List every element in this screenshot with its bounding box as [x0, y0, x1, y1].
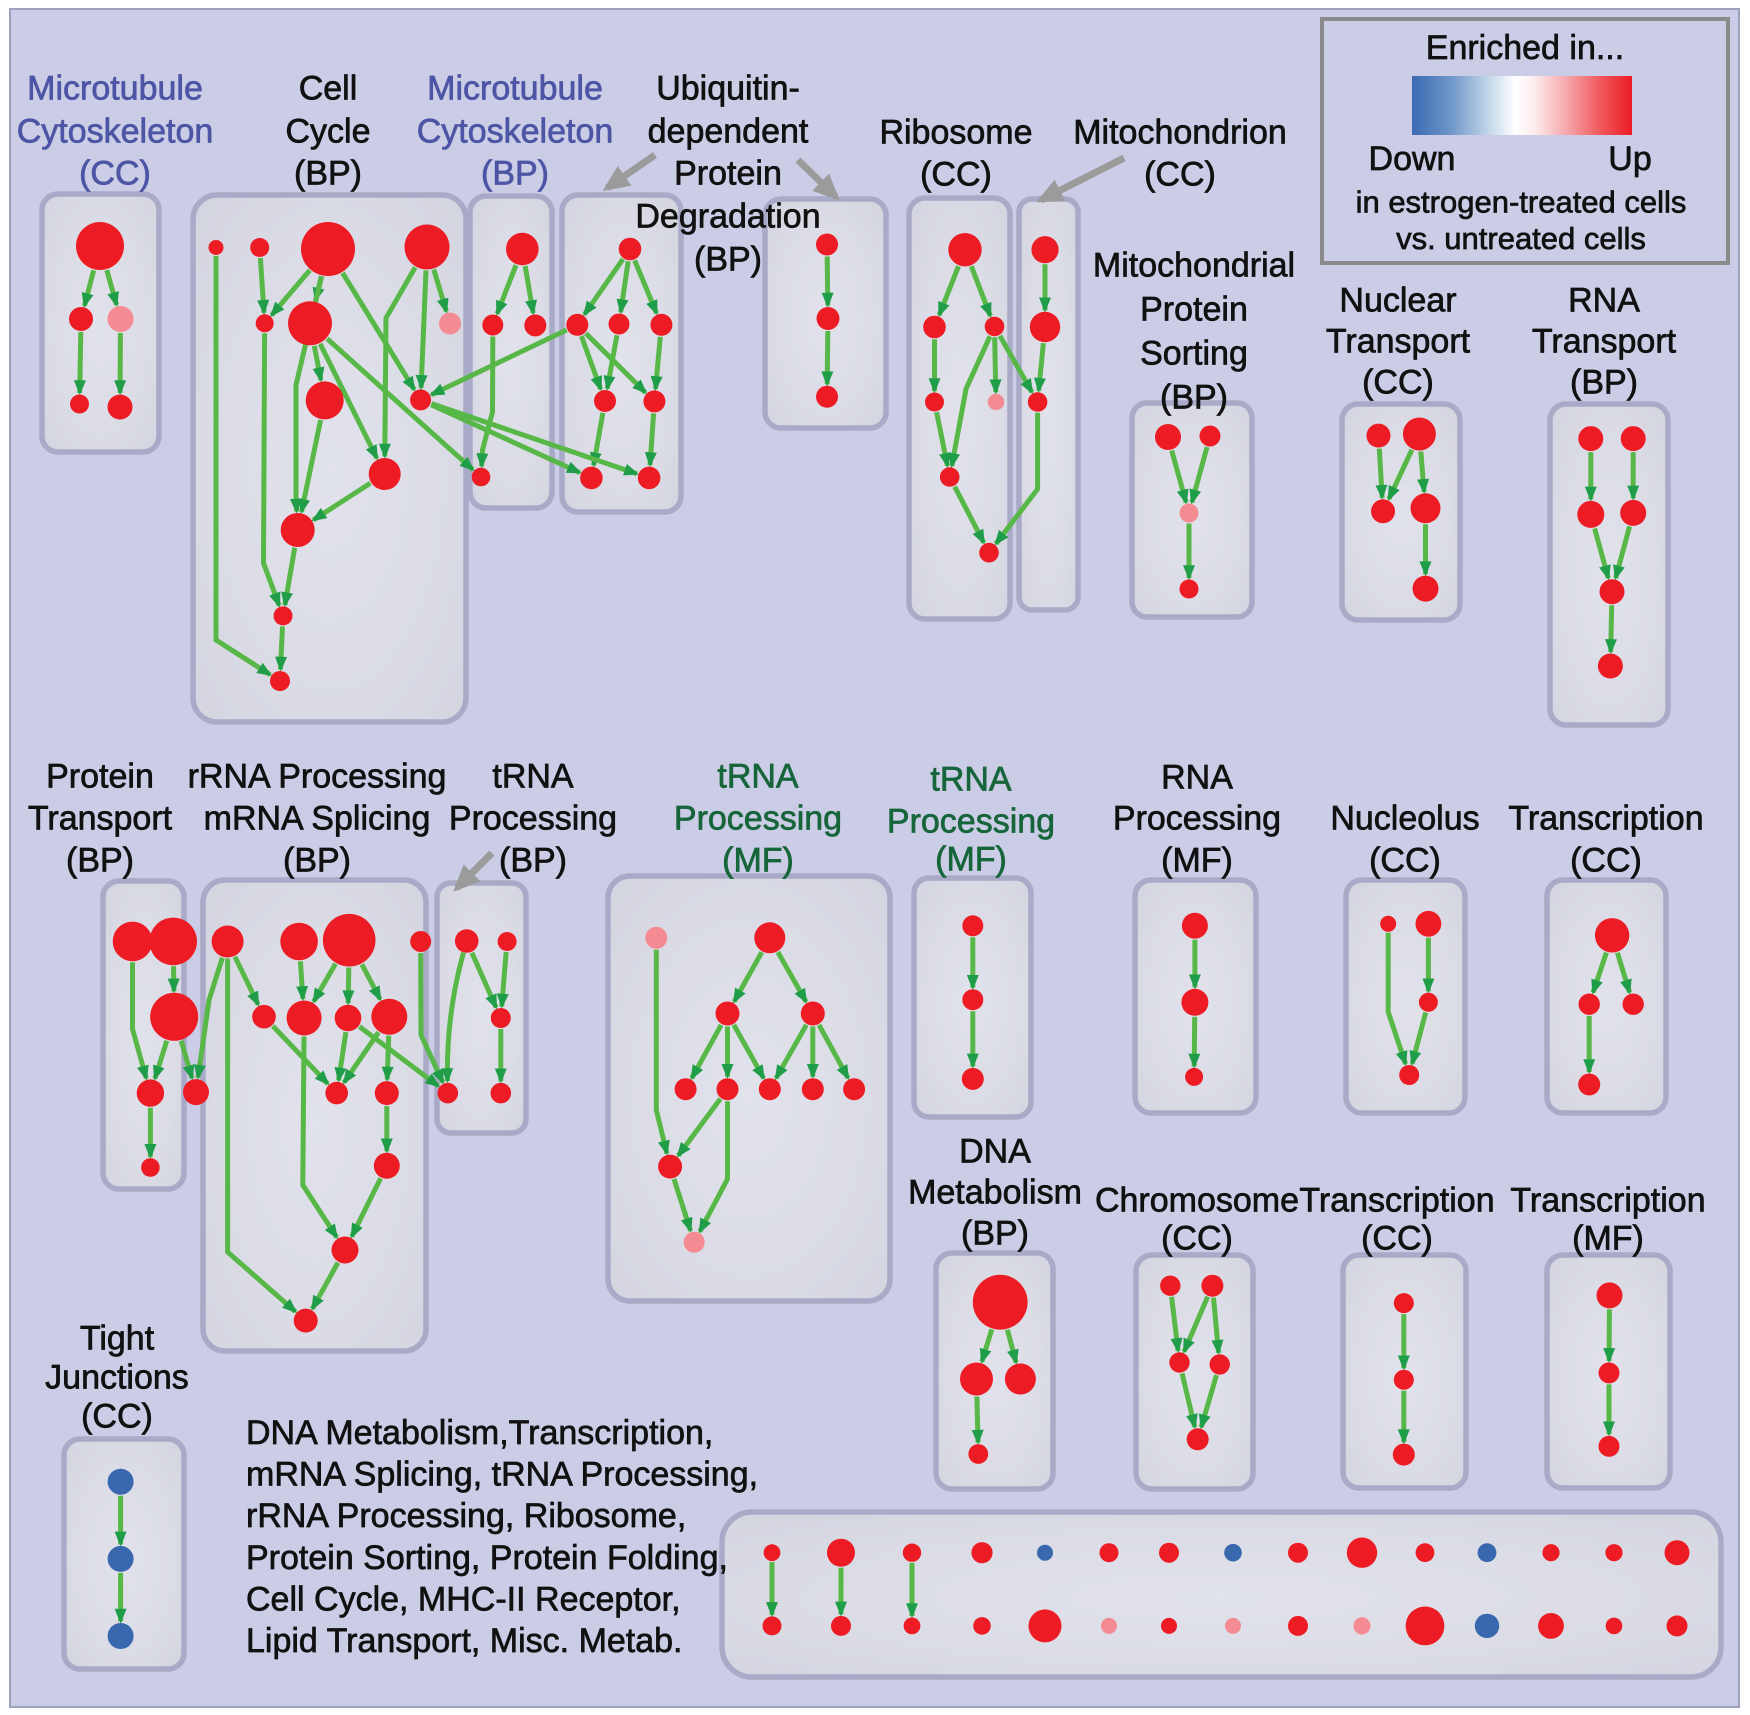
svg-text:(CC): (CC) [1361, 1220, 1433, 1258]
svg-text:Cytoskeleton: Cytoskeleton [417, 113, 614, 151]
svg-text:(CC): (CC) [1144, 156, 1216, 194]
svg-text:Transport: Transport [1532, 323, 1677, 361]
svg-text:mRNA Splicing, tRNA Processing: mRNA Splicing, tRNA Processing, [246, 1456, 758, 1494]
svg-text:Microtubule: Microtubule [427, 70, 603, 108]
svg-text:rRNA Processing: rRNA Processing [188, 758, 447, 796]
svg-text:Tight: Tight [80, 1320, 155, 1358]
svg-text:Lipid Transport, Misc. Metab.: Lipid Transport, Misc. Metab. [246, 1622, 683, 1660]
svg-text:(BP): (BP) [294, 155, 362, 193]
svg-text:(CC): (CC) [1362, 364, 1434, 402]
svg-text:tRNA: tRNA [930, 761, 1012, 799]
svg-text:Mitochondrial: Mitochondrial [1093, 247, 1295, 285]
svg-text:Processing: Processing [449, 800, 617, 838]
svg-text:Metabolism: Metabolism [908, 1174, 1082, 1212]
svg-text:Transcription: Transcription [1510, 1182, 1705, 1220]
svg-text:(CC): (CC) [920, 156, 992, 194]
svg-text:(MF): (MF) [1572, 1220, 1644, 1258]
svg-text:Ubiquitin-: Ubiquitin- [656, 70, 800, 108]
svg-text:Protein: Protein [46, 758, 154, 796]
svg-text:(CC): (CC) [1161, 1220, 1233, 1258]
svg-text:Cycle: Cycle [285, 113, 370, 151]
svg-text:mRNA Splicing: mRNA Splicing [204, 800, 431, 838]
svg-text:(CC): (CC) [1570, 842, 1642, 880]
svg-text:Ribosome: Ribosome [879, 114, 1032, 152]
svg-text:Processing: Processing [1113, 800, 1281, 838]
svg-text:Up: Up [1608, 140, 1651, 178]
svg-text:Nuclear: Nuclear [1339, 282, 1456, 320]
svg-text:RNA: RNA [1161, 759, 1233, 797]
svg-text:(BP): (BP) [1160, 379, 1228, 417]
svg-text:Processing: Processing [674, 800, 842, 838]
svg-text:DNA: DNA [959, 1133, 1031, 1171]
svg-text:Mitochondrion: Mitochondrion [1073, 114, 1287, 152]
svg-text:tRNA: tRNA [717, 758, 799, 796]
svg-text:Transcription: Transcription [1299, 1182, 1494, 1220]
svg-text:(BP): (BP) [694, 241, 762, 279]
svg-text:Chromosome: Chromosome [1095, 1182, 1299, 1220]
svg-text:Junctions: Junctions [45, 1359, 189, 1397]
svg-text:Transcription: Transcription [1508, 800, 1703, 838]
svg-text:Down: Down [1369, 140, 1456, 178]
svg-text:Cytoskeleton: Cytoskeleton [17, 113, 214, 151]
svg-text:(MF): (MF) [722, 842, 794, 880]
svg-text:Cell Cycle, MHC-II Receptor,: Cell Cycle, MHC-II Receptor, [246, 1580, 681, 1618]
svg-text:Protein Sorting, Protein Foldi: Protein Sorting, Protein Folding, [246, 1539, 728, 1577]
svg-text:DNA Metabolism,Transcription,: DNA Metabolism,Transcription, [246, 1414, 713, 1452]
svg-text:(BP): (BP) [66, 842, 134, 880]
svg-text:(CC): (CC) [79, 155, 151, 193]
svg-text:(BP): (BP) [961, 1215, 1029, 1253]
svg-text:Cell: Cell [299, 70, 358, 108]
svg-text:Protein: Protein [674, 155, 782, 193]
svg-text:RNA: RNA [1568, 282, 1640, 320]
svg-text:Transport: Transport [1326, 323, 1471, 361]
svg-text:in estrogen-treated cells: in estrogen-treated cells [1356, 185, 1687, 220]
svg-text:(MF): (MF) [935, 841, 1007, 879]
svg-text:(BP): (BP) [481, 155, 549, 193]
svg-text:Protein: Protein [1140, 291, 1248, 329]
svg-text:Enriched in...: Enriched in... [1426, 29, 1624, 67]
svg-text:Transport: Transport [28, 800, 173, 838]
svg-text:(BP): (BP) [499, 842, 567, 880]
svg-text:(BP): (BP) [283, 842, 351, 880]
svg-text:(BP): (BP) [1570, 364, 1638, 402]
svg-text:(MF): (MF) [1161, 842, 1233, 880]
svg-text:dependent: dependent [648, 113, 809, 151]
svg-text:(CC): (CC) [81, 1398, 153, 1436]
svg-text:Microtubule: Microtubule [27, 70, 203, 108]
svg-text:Nucleolus: Nucleolus [1330, 800, 1479, 838]
svg-text:Processing: Processing [887, 803, 1055, 841]
svg-text:(CC): (CC) [1369, 842, 1441, 880]
svg-text:vs. untreated cells: vs. untreated cells [1396, 221, 1646, 256]
svg-text:Degradation: Degradation [635, 198, 820, 236]
svg-text:tRNA: tRNA [492, 758, 574, 796]
svg-text:rRNA Processing, Ribosome,: rRNA Processing, Ribosome, [246, 1497, 686, 1535]
svg-text:Sorting: Sorting [1140, 335, 1248, 373]
